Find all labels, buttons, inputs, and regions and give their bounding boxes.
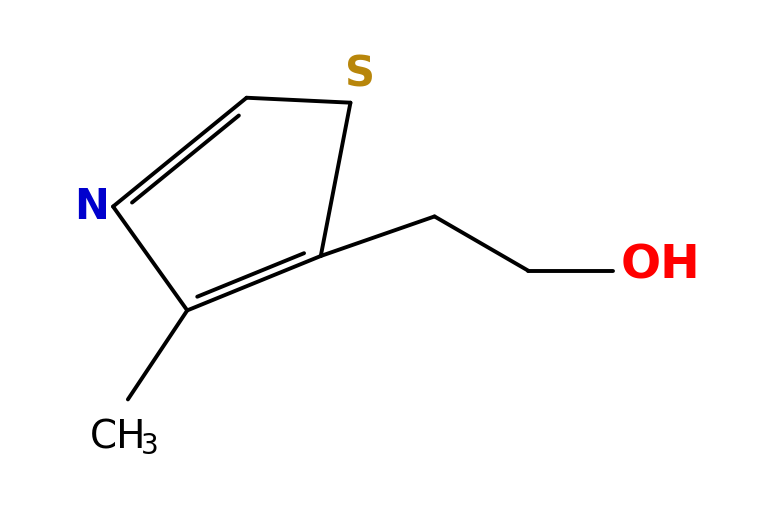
Text: N: N: [74, 185, 109, 227]
Text: CH: CH: [90, 418, 146, 456]
Text: OH: OH: [620, 243, 700, 288]
Text: 3: 3: [141, 432, 158, 460]
Text: S: S: [345, 54, 375, 96]
